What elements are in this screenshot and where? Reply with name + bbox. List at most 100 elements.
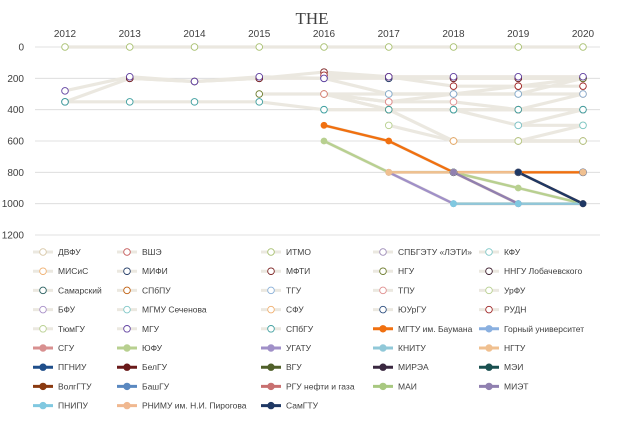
point-40-2018 (450, 200, 457, 208)
point-13-2017 (385, 98, 393, 106)
x-tick-label-2015: 2015 (248, 29, 271, 40)
point-21-2016 (320, 74, 328, 83)
point-21-2018 (449, 73, 458, 81)
point-21-2020 (579, 73, 587, 81)
legend-item-14: УрФУ (479, 285, 526, 295)
legend-label: БашГУ (142, 381, 170, 391)
legend-marker (123, 344, 131, 352)
legend-item-28: КНИТУ (373, 343, 426, 353)
legend-marker (39, 325, 47, 333)
y-tick-label-0: 0 (18, 43, 24, 54)
legend-marker (267, 325, 275, 333)
legend-item-34: МЭИ (479, 362, 523, 372)
point-2-2017 (385, 43, 393, 51)
highlighted-lines (322, 124, 585, 205)
legend-item-24: Горный университет (479, 324, 584, 334)
legend-item-23: МГТУ им. Баумана (373, 324, 473, 334)
point-20-2019 (514, 137, 523, 145)
point-19-2018 (449, 82, 458, 90)
legend-label: РНИМУ им. Н.И. Пирогова (142, 401, 247, 411)
x-tick-label-2012: 2012 (54, 29, 77, 40)
legend-label: МГУ (142, 324, 160, 334)
series-line-0 (322, 124, 585, 174)
legend-label: РГУ нефти и газа (286, 381, 355, 391)
y-tick-label-400: 400 (7, 105, 24, 116)
point-22-2012 (61, 98, 69, 106)
legend-label: ДВФУ (58, 247, 81, 257)
point-26-2019 (514, 184, 522, 192)
legend-item-11: СПбПУ (117, 285, 171, 295)
legend-label: БФУ (58, 305, 76, 315)
point-21-2014 (190, 77, 199, 86)
bg-line-3 (516, 108, 585, 127)
legend-item-20: ТюмГУ (33, 324, 86, 334)
legend-marker (379, 382, 387, 391)
legend-item-9: ННГУ Лобачевского (479, 266, 582, 276)
legend-marker (39, 344, 47, 352)
legend-item-31: БелГУ (117, 362, 168, 372)
legend-marker (485, 325, 493, 333)
legend-label: СПбГУ (286, 324, 314, 334)
legend-label: СПБГЭТУ «ЛЭТИ» (398, 247, 472, 257)
point-40-2019 (514, 200, 522, 208)
legend-item-17: СФУ (261, 305, 304, 315)
y-tick-label-1000: 1000 (2, 199, 25, 210)
point-22-2017 (385, 105, 393, 114)
legend-label: НГУ (398, 266, 415, 276)
legend-marker (267, 363, 275, 371)
legend-marker (485, 286, 493, 295)
legend-marker (39, 382, 47, 391)
point-2-2018 (449, 43, 458, 51)
legend-item-6: МИФИ (117, 266, 168, 276)
point-2-2015 (255, 43, 263, 51)
y-axis-ticks: 0 200 400 600 800 1000 1200 (2, 43, 25, 242)
legend-marker (123, 248, 131, 256)
legend-label: ЮФУ (142, 343, 163, 353)
x-tick-label-2017: 2017 (378, 29, 401, 40)
point-8-2015 (255, 90, 263, 98)
legend-item-0: ДВФУ (33, 247, 81, 257)
legend-marker (379, 363, 387, 371)
legend-label: СФУ (286, 305, 304, 315)
legend-marker (485, 363, 493, 371)
legend-item-21: МГУ (117, 324, 160, 334)
point-16-2020 (579, 121, 587, 130)
legend-label: УрФУ (504, 285, 526, 295)
legend-marker (379, 286, 387, 295)
legend: ДВФУ ВШЭ ИТМО СПБГЭТУ «ЛЭТИ» КФУ МИСиС МИФИ МФТ… (33, 247, 584, 411)
legend-marker (39, 286, 47, 295)
point-17-2018 (449, 137, 458, 145)
point-12-2018 (449, 90, 458, 98)
legend-item-5: МИСиС (33, 266, 88, 276)
x-tick-label-2020: 2020 (572, 29, 595, 40)
legend-label: ТПУ (398, 285, 415, 295)
legend-marker (379, 248, 387, 256)
legend-item-3: СПБГЭТУ «ЛЭТИ» (373, 247, 472, 257)
point-2-2016 (320, 43, 328, 51)
legend-label: ТюмГУ (58, 324, 86, 334)
legend-item-38: МАИ (373, 381, 417, 391)
bg-line-23 (322, 123, 585, 174)
point-2-2014 (190, 43, 199, 51)
point-12-2019 (514, 90, 523, 98)
point-21-2019 (514, 73, 523, 81)
legend-label: Самарский (58, 285, 102, 295)
legend-item-35: ВолгГТУ (33, 381, 92, 391)
bg-line-14 (387, 123, 585, 143)
legend-marker (267, 248, 275, 256)
point-13-2016 (320, 90, 328, 98)
point-22-2013 (125, 98, 134, 106)
point-29-2017 (385, 168, 393, 176)
x-tick-label-2013: 2013 (119, 29, 142, 40)
legend-label: МФТИ (286, 266, 310, 276)
legend-item-13: ТПУ (373, 285, 415, 295)
legend-marker (267, 382, 275, 391)
legend-label: ННГУ Лобачевского (504, 266, 582, 276)
point-42-2019 (514, 168, 522, 176)
legend-label: Горный университет (504, 324, 584, 334)
legend-item-10: Самарский (33, 285, 102, 295)
point-2-2012 (61, 43, 69, 51)
legend-marker (39, 363, 47, 371)
point-14-2017 (385, 121, 393, 130)
